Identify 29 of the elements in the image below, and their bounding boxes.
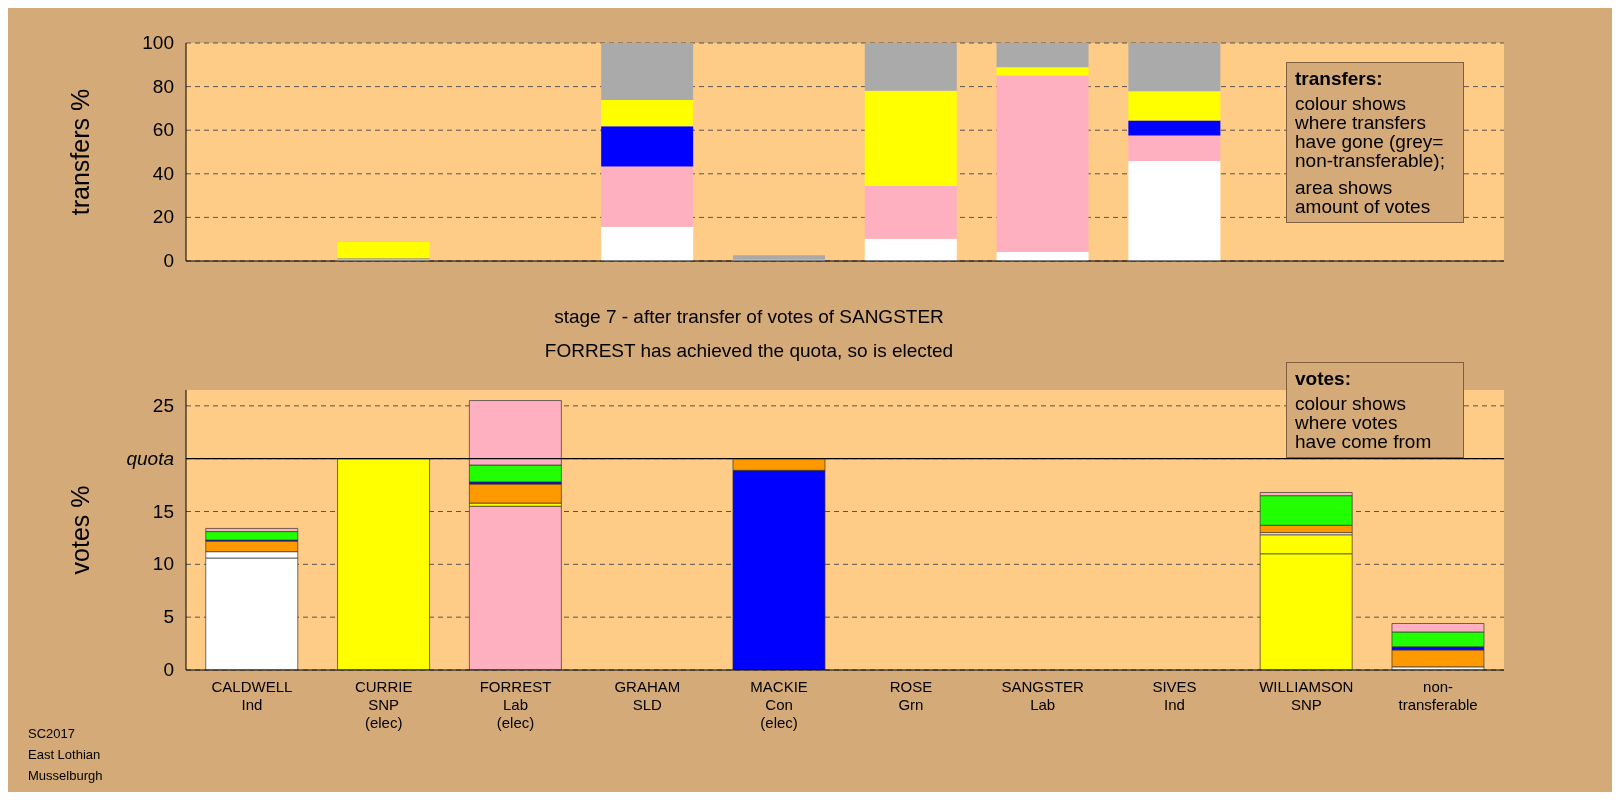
x-tick-label: FORREST Lab (elec) (479, 678, 552, 731)
y-tick-label: 0 (163, 250, 174, 271)
x-tick-label: non- transferable (1398, 678, 1478, 713)
x-tick-label: ROSE Grn (889, 678, 933, 713)
y-tick-label: quota (126, 447, 174, 469)
x-tick-label: WILLIAMSON SNP (1259, 678, 1354, 713)
y-tick-label: 15 (152, 500, 174, 522)
y-tick-label: 100 (142, 32, 174, 53)
x-tick-label: SIVES Ind (1152, 678, 1197, 713)
y-tick-label: 5 (163, 606, 174, 628)
y-tick-label: 10 (152, 553, 174, 575)
x-tick-label: GRAHAM SLD (614, 678, 681, 713)
x-tick-label: MACKIE Con (elec) (750, 678, 808, 731)
annotation: transfers: colour shows where transfers have gone (grey= non-transferable); area shows amount of votes (1295, 68, 1446, 217)
y-tick-label: 25 (152, 394, 174, 416)
y-tick-label: 0 (163, 659, 174, 680)
y-tick-label: 20 (152, 206, 174, 228)
y-axis-title: votes % (65, 485, 94, 575)
y-tick-label: 60 (152, 119, 174, 141)
y-tick-label: 80 (152, 75, 174, 97)
y-tick-label: 40 (152, 162, 174, 184)
x-tick-label: CURRIE SNP (elec) (354, 678, 413, 731)
text: SC2017 East Lothian Musselburgh (28, 725, 104, 785)
x-tick-label: SANGSTER Lab (1001, 678, 1085, 713)
y-axis-title: transfers % (65, 88, 94, 216)
chart-subtitle: FORREST has achieved the quota, so is elected (543, 340, 955, 362)
chart-title: stage 7 - after transfer of votes of SANGSTER (553, 306, 945, 328)
x-tick-label: CALDWELL Ind (211, 678, 293, 713)
annotation: votes: colour shows where votes have come from (1295, 368, 1433, 452)
